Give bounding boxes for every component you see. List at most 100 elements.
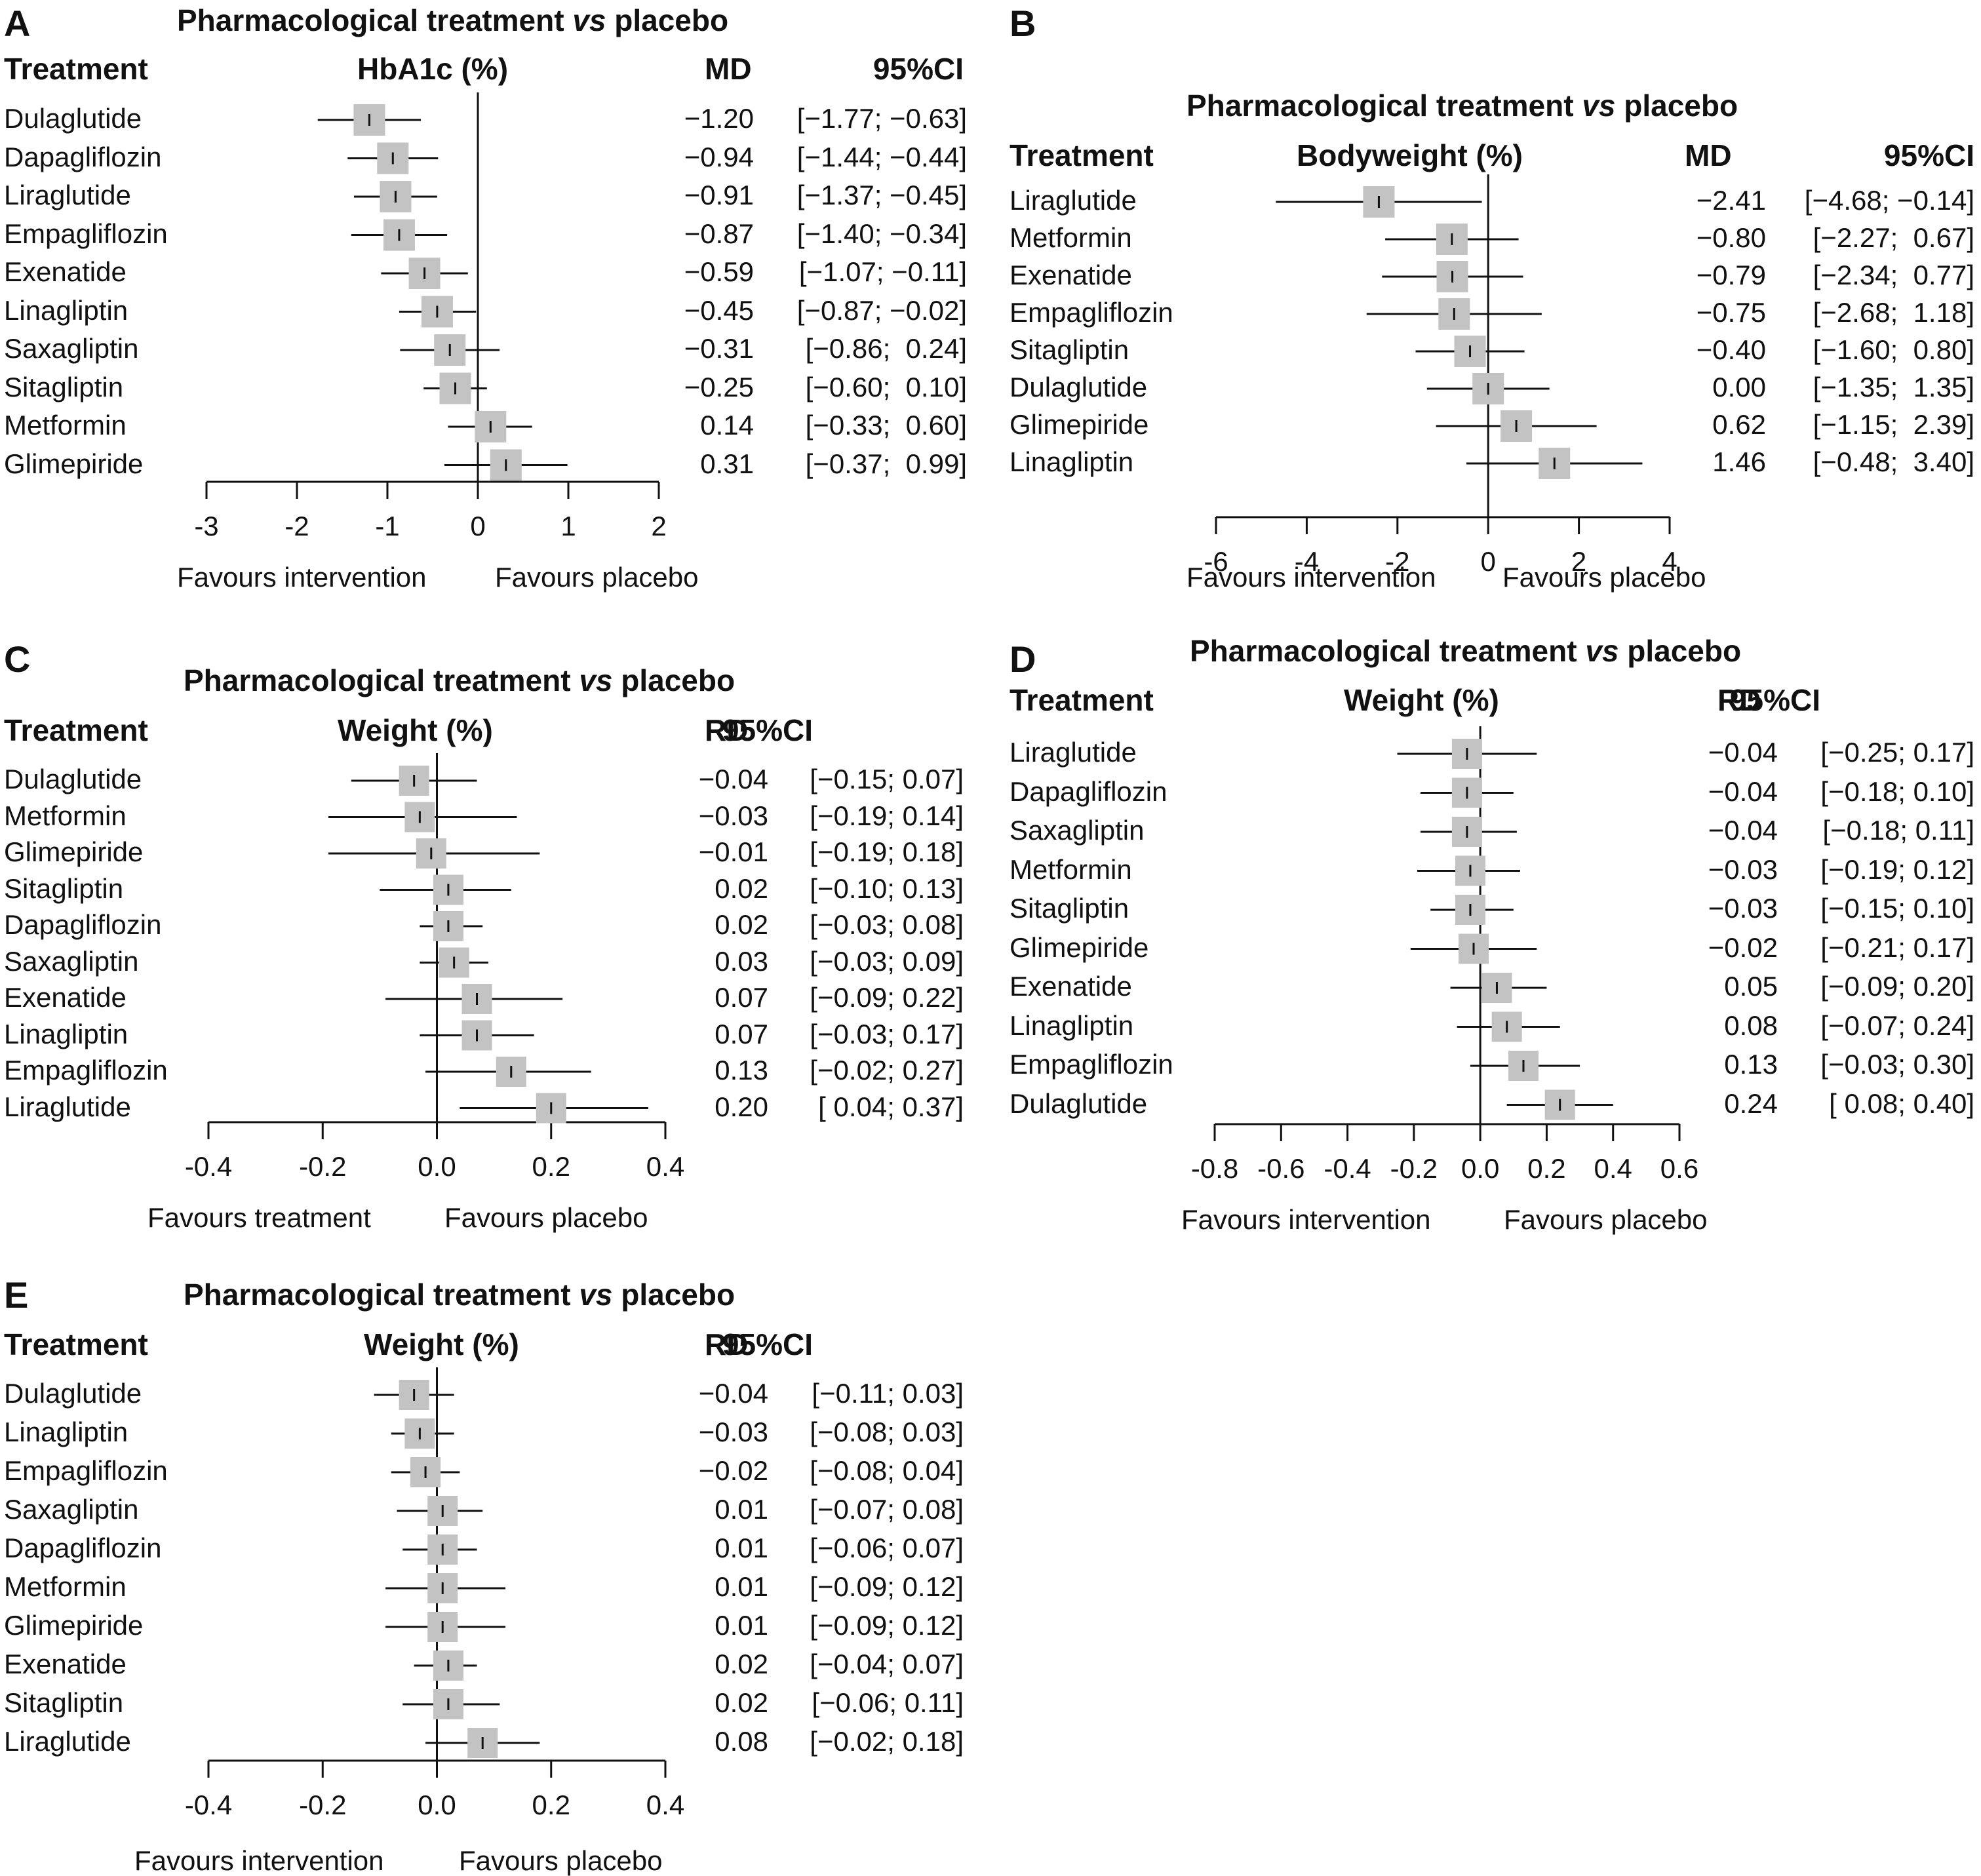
x-tick-label: -6 [1204, 546, 1228, 577]
treatment-label: Linagliptin [4, 294, 128, 326]
favours-left-label: Favours intervention [1187, 562, 1436, 593]
treatment-label: Liraglutide [1010, 737, 1137, 768]
x-tick-label: -2 [284, 511, 309, 541]
ci-value: [−1.40; −0.34] [796, 218, 967, 249]
ci-value: [−0.03; 0.30] [1820, 1049, 1974, 1080]
estimate-value: 0.20 [715, 1091, 768, 1122]
ci-value: [−2.27; 0.67] [1813, 222, 1974, 253]
ci-value: [ 0.04; 0.37] [818, 1091, 964, 1122]
ci-value: [−0.25; 0.17] [1820, 737, 1974, 768]
x-tick-label: 0 [1481, 546, 1496, 577]
ci-value: [−0.08; 0.04] [810, 1455, 964, 1486]
ci-value: [−0.15; 0.10] [1820, 893, 1974, 924]
title-end: placebo [1618, 634, 1742, 668]
x-tick-label: 0.4 [646, 1789, 684, 1820]
treatment-label: Empagliflozin [1010, 297, 1173, 328]
treatment-label: Empagliflozin [1010, 1049, 1173, 1080]
treatment-label: Saxagliptin [4, 1494, 139, 1525]
ci-value: [−0.06; 0.07] [810, 1533, 964, 1563]
treatment-label: Linagliptin [4, 1417, 128, 1447]
title-end: placebo [612, 663, 736, 697]
header-ci: 95%CI [722, 713, 813, 747]
estimate-value: 0.01 [715, 1571, 768, 1602]
panel-letter: D [1010, 638, 1036, 680]
header-estimate: RD [705, 713, 749, 747]
title-main: Pharmacological treatment [1187, 88, 1582, 123]
header-measure: Weight (%) [364, 1327, 519, 1361]
panel-title: Pharmacological treatment vs placebo [184, 665, 735, 695]
header-estimate: RD [1717, 683, 1761, 717]
ci-value: [−0.33; 0.60] [805, 410, 967, 440]
treatment-label: Empagliflozin [4, 1055, 168, 1085]
estimate-value: −0.04 [1708, 775, 1778, 807]
title-main: Pharmacological treatment [177, 3, 573, 37]
x-tick-label: 4 [1662, 546, 1677, 577]
estimate-value: 0.01 [715, 1610, 768, 1641]
x-tick-label: -0.2 [299, 1789, 346, 1820]
estimate-value: 1.46 [1712, 446, 1766, 477]
estimate-value: −0.02 [1708, 931, 1778, 963]
estimate-value: −0.04 [698, 1378, 768, 1409]
ci-value: [−0.37; 0.99] [805, 448, 967, 479]
treatment-label: Linagliptin [1010, 1009, 1134, 1041]
estimate-value: −0.02 [698, 1455, 768, 1486]
forest-plot-c: -0.4 -0.2 0.0 0.2 0.4 [185, 753, 684, 1182]
header-measure: Bodyweight (%) [1297, 138, 1523, 172]
treatment-label: Sitagliptin [1010, 893, 1129, 924]
estimate-value: −0.03 [1708, 893, 1778, 924]
ci-value: [−0.09; 0.22] [810, 982, 964, 1013]
x-tick-label: 0.0 [418, 1151, 456, 1182]
estimate-value: −0.03 [698, 1417, 768, 1447]
estimate-value: 0.02 [715, 1649, 768, 1679]
ci-value: [−1.35; 1.35] [1813, 372, 1974, 402]
x-tick-label: 2 [651, 511, 666, 541]
favours-right-label: Favours placebo [444, 1202, 648, 1233]
ci-value: [−1.60; 0.80] [1813, 334, 1974, 365]
treatment-label: Glimepiride [1010, 931, 1149, 963]
x-tick-label: 0.6 [1660, 1153, 1698, 1184]
favours-left-label: Favours treatment [147, 1202, 371, 1233]
treatment-label: Glimepiride [1010, 409, 1149, 440]
favours-right-label: Favours placebo [459, 1845, 663, 1876]
ci-value: [−1.07; −0.11] [798, 256, 967, 287]
ci-value: [−0.09; 0.12] [810, 1610, 964, 1641]
estimate-value: −0.75 [1696, 297, 1766, 328]
estimate-value: −0.40 [1696, 334, 1766, 365]
header-treatment: Treatment [1010, 138, 1154, 172]
ci-value: [−0.09; 0.12] [810, 1571, 964, 1602]
forest-plot-a: -3 -2 -1 0 1 2 [194, 92, 667, 541]
estimate-value: 0.24 [1724, 1087, 1778, 1119]
x-tick-label: 0.4 [646, 1151, 684, 1182]
treatment-label: Liraglutide [4, 1091, 131, 1122]
x-tick-label: -0.6 [1257, 1153, 1304, 1184]
ci-value: [−0.21; 0.17] [1820, 931, 1974, 963]
x-tick-label: -3 [194, 511, 218, 541]
treatment-label: Linagliptin [4, 1018, 128, 1049]
x-tick-label: -4 [1295, 546, 1319, 577]
ci-value: [−0.10; 0.13] [810, 872, 964, 904]
x-tick-label: 1 [560, 511, 576, 541]
treatment-label: Dapagliflozin [4, 909, 162, 940]
estimate-value: 0.03 [715, 945, 768, 977]
header-ci: 95%CI [722, 1327, 813, 1361]
estimate-value: 0.62 [1712, 409, 1766, 440]
panel-title: Pharmacological treatment vs placebo [177, 5, 728, 35]
estimate-value: 0.05 [1724, 971, 1778, 1002]
title-end: placebo [1615, 88, 1738, 123]
ci-value: [−0.03; 0.17] [810, 1018, 964, 1049]
estimate-value: −0.79 [1696, 260, 1766, 290]
estimate-value: 0.14 [700, 410, 754, 440]
treatment-label: Sitagliptin [1010, 334, 1129, 365]
favours-right-label: Favours placebo [495, 562, 699, 593]
ci-value: [−2.68; 1.18] [1813, 297, 1974, 328]
ci-value: [−0.19; 0.18] [810, 836, 964, 867]
header-ci: 95%CI [873, 52, 964, 86]
estimate-value: −0.87 [684, 218, 754, 249]
x-tick-label: -0.4 [185, 1789, 232, 1820]
header-treatment: Treatment [4, 1327, 148, 1361]
panel-title: Pharmacological treatment vs placebo [1190, 636, 1741, 666]
estimate-value: 0.01 [715, 1533, 768, 1563]
x-tick-label: -0.8 [1191, 1153, 1238, 1184]
favours-left-label: Favours intervention [1181, 1204, 1431, 1235]
title-vs: vs [1582, 88, 1616, 123]
